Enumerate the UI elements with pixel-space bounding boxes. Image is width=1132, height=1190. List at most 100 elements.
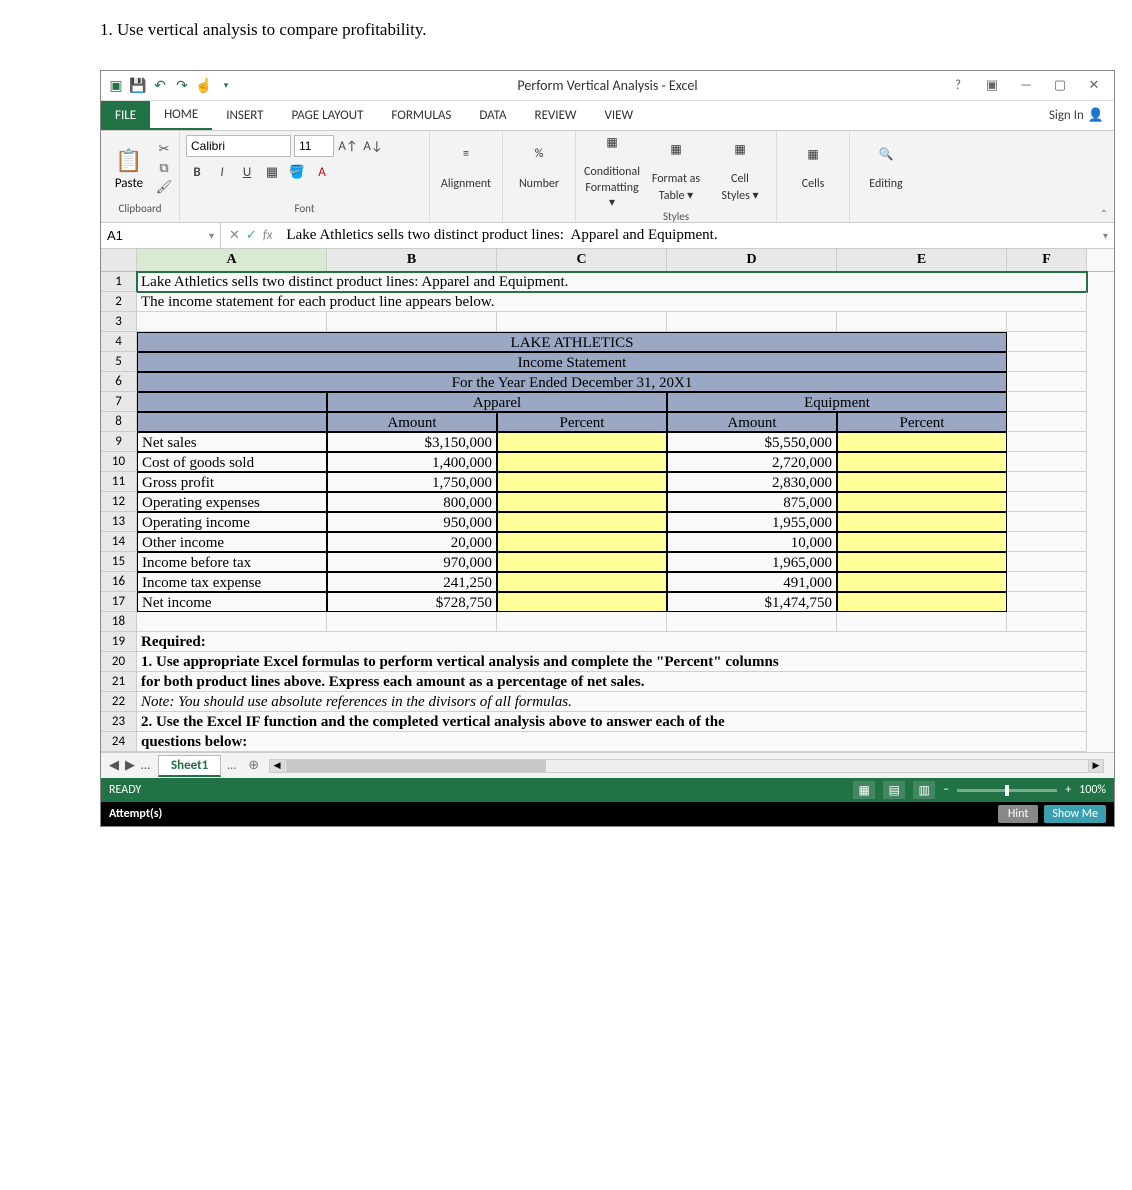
font-color-button[interactable]: A	[311, 161, 333, 183]
row-header[interactable]: 13	[101, 512, 137, 532]
qat-customize-icon[interactable]: ▾	[217, 77, 235, 95]
cell[interactable]: 1,400,000	[327, 452, 497, 472]
sheet-nav-prev-icon[interactable]: ◀	[109, 758, 119, 773]
row-header[interactable]: 6	[101, 372, 137, 392]
cell[interactable]	[667, 312, 837, 332]
cell[interactable]	[137, 312, 327, 332]
format-as-table-button[interactable]: ▦ Format as Table ▾	[646, 142, 706, 203]
row-header[interactable]: 22	[101, 692, 137, 712]
cell[interactable]: $1,474,750	[667, 592, 837, 612]
formula-input[interactable]	[280, 227, 1097, 244]
cell[interactable]	[837, 452, 1007, 472]
cell[interactable]: Gross profit	[137, 472, 327, 492]
tab-insert[interactable]: INSERT	[212, 101, 277, 130]
col-header-e[interactable]: E	[837, 249, 1007, 271]
bold-button[interactable]: B	[186, 161, 208, 183]
tab-review[interactable]: REVIEW	[521, 101, 591, 130]
ribbon-options-icon[interactable]: ▣	[980, 74, 1004, 98]
tab-file[interactable]: FILE	[101, 101, 150, 130]
cell[interactable]	[497, 572, 667, 592]
redo-icon[interactable]: ↷	[173, 77, 191, 95]
cell[interactable]: The income statement for each product li…	[137, 292, 1087, 312]
minimize-icon[interactable]: —	[1014, 74, 1038, 98]
cell[interactable]: Apparel	[327, 392, 667, 412]
close-icon[interactable]: ✕	[1082, 74, 1106, 98]
row-header[interactable]: 20	[101, 652, 137, 672]
touch-mode-icon[interactable]: ☝	[195, 77, 213, 95]
col-header-d[interactable]: D	[667, 249, 837, 271]
font-name-input[interactable]	[186, 135, 291, 157]
row-header[interactable]: 24	[101, 732, 137, 752]
format-painter-icon[interactable]: 🖌	[155, 180, 173, 196]
cell[interactable]: $3,150,000	[327, 432, 497, 452]
row-header[interactable]: 12	[101, 492, 137, 512]
cell[interactable]	[837, 572, 1007, 592]
cell[interactable]: Income before tax	[137, 552, 327, 572]
add-sheet-icon[interactable]: ⊕	[248, 758, 259, 773]
cell[interactable]: $728,750	[327, 592, 497, 612]
hint-button[interactable]: Hint	[998, 805, 1038, 823]
cell[interactable]	[1007, 552, 1087, 572]
name-box-input[interactable]	[107, 228, 187, 243]
cell[interactable]	[497, 592, 667, 612]
cell[interactable]	[1007, 472, 1087, 492]
cell[interactable]: Amount	[667, 412, 837, 432]
cell[interactable]: 970,000	[327, 552, 497, 572]
row-header[interactable]: 1	[101, 272, 137, 292]
paste-button[interactable]: 📋 Paste	[107, 141, 151, 196]
cell-styles-button[interactable]: ▦ Cell Styles ▾	[710, 142, 770, 203]
tab-data[interactable]: DATA	[465, 101, 520, 130]
row-header[interactable]: 23	[101, 712, 137, 732]
cell[interactable]: 491,000	[667, 572, 837, 592]
cell[interactable]: 10,000	[667, 532, 837, 552]
row-header[interactable]: 16	[101, 572, 137, 592]
save-icon[interactable]: 💾	[129, 77, 147, 95]
italic-button[interactable]: I	[211, 161, 233, 183]
cell[interactable]	[497, 472, 667, 492]
cell[interactable]	[837, 512, 1007, 532]
cell[interactable]: 2,720,000	[667, 452, 837, 472]
cell[interactable]: Equipment	[667, 392, 1007, 412]
cell[interactable]: 950,000	[327, 512, 497, 532]
col-header-a[interactable]: A	[137, 249, 327, 271]
scroll-thumb[interactable]	[286, 760, 546, 772]
tab-view[interactable]: VIEW	[591, 101, 648, 130]
tab-page-layout[interactable]: PAGE LAYOUT	[278, 101, 378, 130]
tab-formulas[interactable]: FORMULAS	[377, 101, 465, 130]
cell[interactable]	[1007, 592, 1087, 612]
cell[interactable]	[837, 432, 1007, 452]
cell[interactable]: 20,000	[327, 532, 497, 552]
cell[interactable]: for both product lines above. Express ea…	[137, 672, 1087, 692]
row-header[interactable]: 7	[101, 392, 137, 412]
cell[interactable]	[1007, 372, 1087, 392]
cell[interactable]	[837, 592, 1007, 612]
cell[interactable]: 800,000	[327, 492, 497, 512]
cell[interactable]	[1007, 532, 1087, 552]
maximize-icon[interactable]: ▢	[1048, 74, 1072, 98]
cell[interactable]: Percent	[837, 412, 1007, 432]
cell[interactable]: 875,000	[667, 492, 837, 512]
cell[interactable]	[497, 432, 667, 452]
cell[interactable]: Operating expenses	[137, 492, 327, 512]
cell[interactable]	[327, 312, 497, 332]
decrease-font-icon[interactable]: A↓	[362, 135, 384, 157]
col-header-b[interactable]: B	[327, 249, 497, 271]
cell[interactable]	[1007, 492, 1087, 512]
cell[interactable]	[327, 612, 497, 632]
cell[interactable]: 1. Use appropriate Excel formulas to per…	[137, 652, 1087, 672]
cell[interactable]: Cost of goods sold	[137, 452, 327, 472]
cell[interactable]: Income Statement	[137, 352, 1007, 372]
cell[interactable]	[1007, 312, 1087, 332]
cell[interactable]	[1007, 572, 1087, 592]
name-box-dropdown-icon[interactable]: ▾	[209, 229, 214, 242]
cell[interactable]	[497, 512, 667, 532]
fx-icon[interactable]: fx	[263, 228, 273, 243]
font-size-input[interactable]	[294, 135, 334, 157]
alignment-button[interactable]: ≡ Alignment	[436, 147, 496, 191]
row-header[interactable]: 8	[101, 412, 137, 432]
fill-color-button[interactable]: 🪣	[286, 161, 308, 183]
cell[interactable]	[1007, 612, 1087, 632]
enter-formula-icon[interactable]: ✓	[246, 228, 257, 243]
normal-view-icon[interactable]: ▦	[853, 781, 875, 799]
cell[interactable]	[837, 532, 1007, 552]
